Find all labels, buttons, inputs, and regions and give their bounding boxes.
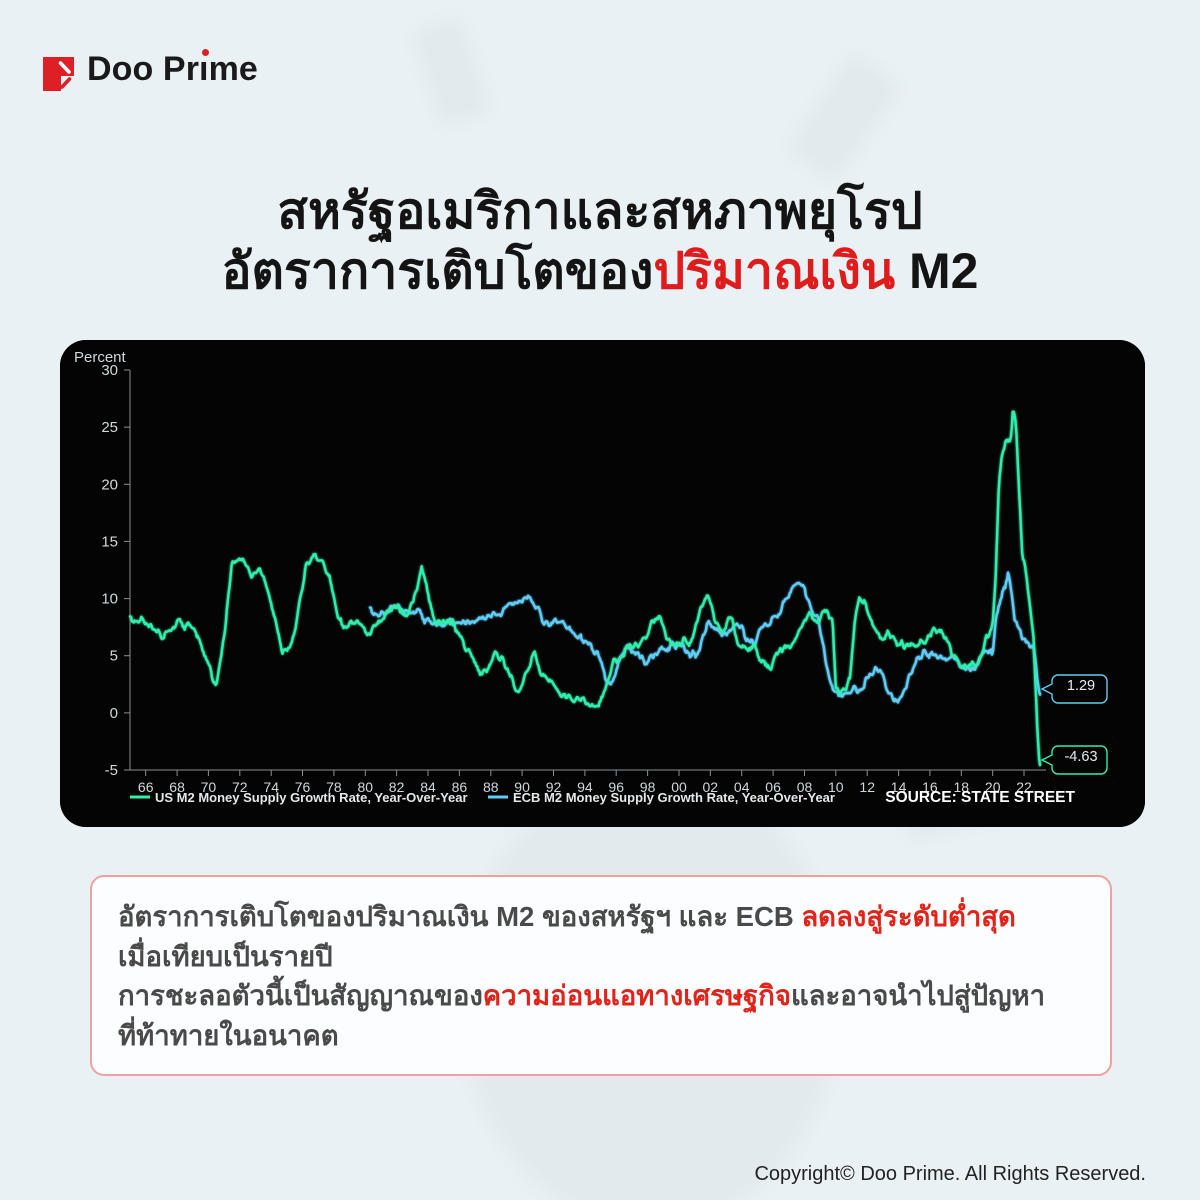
svg-text:25: 25 bbox=[101, 419, 118, 436]
svg-text:Percent: Percent bbox=[74, 349, 127, 366]
svg-text:10: 10 bbox=[101, 591, 118, 608]
svg-text:SOURCE: STATE STREET: SOURCE: STATE STREET bbox=[885, 789, 1075, 806]
svg-text:5: 5 bbox=[110, 648, 118, 665]
svg-text:66: 66 bbox=[138, 779, 154, 795]
svg-text:20: 20 bbox=[101, 476, 118, 493]
svg-text:12: 12 bbox=[859, 779, 875, 795]
svg-text:US M2 Money Supply Growth Rate: US M2 Money Supply Growth Rate, Year-Ove… bbox=[155, 790, 468, 805]
svg-text:1.29: 1.29 bbox=[1067, 678, 1095, 694]
svg-text:0: 0 bbox=[110, 705, 118, 722]
svg-text:30: 30 bbox=[101, 362, 118, 379]
svg-text:15: 15 bbox=[101, 533, 118, 550]
svg-text:-5: -5 bbox=[105, 762, 118, 779]
svg-text:88: 88 bbox=[483, 779, 499, 795]
svg-text:ECB M2 Money Supply Growth Rat: ECB M2 Money Supply Growth Rate, Year-Ov… bbox=[513, 790, 835, 805]
svg-text:-4.63: -4.63 bbox=[1064, 749, 1097, 765]
